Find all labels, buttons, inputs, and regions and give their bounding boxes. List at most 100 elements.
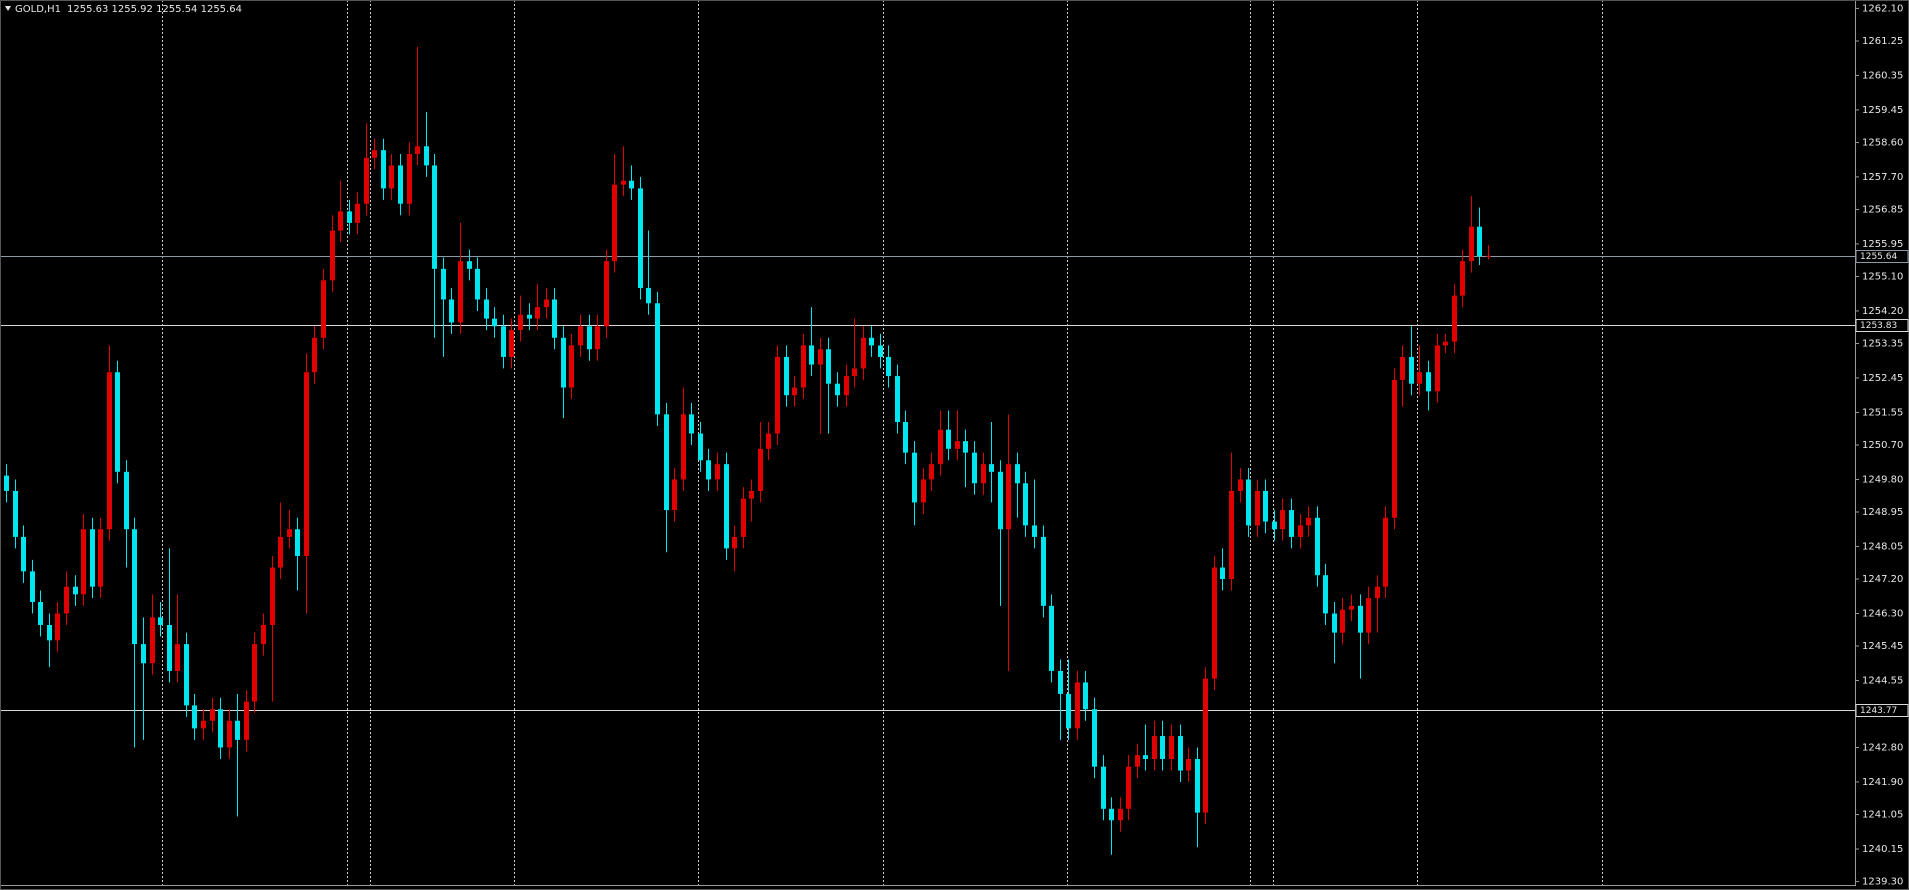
candle-body [1109, 808, 1114, 821]
candle-body [638, 188, 643, 288]
candle-body [1469, 226, 1474, 262]
candle-body [441, 268, 446, 300]
candle-body [1298, 525, 1303, 537]
candle-body [706, 460, 711, 480]
candle-body [938, 429, 943, 465]
candle-body [1358, 605, 1363, 633]
y-tick-label: 1253.35 [1862, 339, 1903, 350]
candle-body [587, 326, 592, 350]
candle-body [1032, 525, 1037, 537]
candle-body [1126, 766, 1131, 809]
candle-body [955, 441, 960, 449]
candle-body [107, 372, 112, 530]
y-tick-label: 1249.80 [1862, 474, 1903, 485]
candle-body [732, 536, 737, 549]
candle-body [1460, 261, 1465, 296]
candle-body [347, 211, 352, 223]
candle-body [989, 464, 994, 472]
candle-body [724, 464, 729, 549]
candle-body [458, 261, 463, 323]
candle-body [535, 307, 540, 319]
candle-body [295, 529, 300, 557]
candle-body [64, 586, 69, 614]
candle-body [492, 318, 497, 327]
candle-body [261, 624, 266, 645]
candle-body [1212, 567, 1217, 679]
candle-body [398, 165, 403, 204]
period-separators [162, 0, 1603, 885]
candle-body [1006, 464, 1011, 530]
candle-body [552, 299, 557, 338]
candle-body [1315, 517, 1320, 576]
candle-body [1186, 759, 1191, 771]
candle-body [809, 345, 814, 365]
candle-body [1443, 341, 1448, 346]
candle-body [664, 414, 669, 511]
y-tick-label: 1260.35 [1862, 70, 1903, 81]
candle-body [175, 644, 180, 671]
candle-body [338, 211, 343, 231]
candle-body [929, 464, 934, 480]
candle-body [604, 261, 609, 327]
candle-body [544, 299, 549, 308]
price-level-box [1855, 319, 1909, 332]
candle-body [689, 414, 694, 434]
candle-body [1049, 605, 1054, 671]
candle-body [1066, 693, 1071, 729]
candle-body [963, 441, 968, 453]
candle-body [1203, 678, 1208, 813]
candle-body [1041, 536, 1046, 606]
candle-body [449, 299, 454, 323]
candle-body [1417, 372, 1422, 384]
candle-body [484, 299, 489, 319]
candle-body [1195, 759, 1200, 813]
y-tick-label: 1256.85 [1862, 204, 1903, 215]
y-tick-label: 1246.30 [1862, 608, 1903, 619]
y-tick-label: 1245.45 [1862, 641, 1903, 652]
y-tick-label: 1241.90 [1862, 777, 1903, 788]
candle-body [1486, 255, 1491, 257]
candle-body [1255, 490, 1260, 526]
candle-body [621, 180, 626, 185]
candle-body [1477, 226, 1482, 257]
candle-body [1280, 510, 1285, 530]
symbol-menu-arrow[interactable] [5, 6, 11, 11]
candle-body [330, 230, 335, 281]
candle-body [227, 720, 232, 748]
candle-body [432, 165, 437, 269]
candle-body [415, 146, 420, 154]
y-tick-label: 1248.05 [1862, 541, 1903, 552]
candle-body [1083, 682, 1088, 710]
candle-body [1263, 490, 1268, 522]
candle-body [55, 613, 60, 641]
candle-body [569, 345, 574, 388]
candle-body [389, 165, 394, 189]
candle-body [1152, 736, 1157, 760]
candle-body [655, 303, 660, 415]
candle-body [766, 433, 771, 449]
candle-body [355, 203, 360, 223]
candle-body [235, 720, 240, 740]
y-tick-label: 1250.70 [1862, 440, 1903, 451]
candle-body [1306, 517, 1311, 526]
y-tick-label: 1255.10 [1862, 271, 1903, 282]
candle-body [1452, 295, 1457, 342]
price-level-box [1855, 250, 1909, 263]
candle-body [1058, 670, 1063, 694]
candle-body [4, 475, 9, 491]
candle-body [73, 586, 78, 595]
candle-body [21, 536, 26, 572]
candle-body [1118, 808, 1123, 821]
candle-body [150, 617, 155, 664]
candle-body [844, 376, 849, 396]
candle-body [1143, 755, 1148, 760]
candle-body [312, 337, 317, 373]
candle-body [192, 705, 197, 729]
plot-area [0, 46, 1855, 855]
candle-body [741, 498, 746, 537]
candle-body [784, 356, 789, 396]
candle-body [501, 326, 506, 357]
candle-body [1075, 682, 1080, 729]
candle-body [878, 345, 883, 357]
